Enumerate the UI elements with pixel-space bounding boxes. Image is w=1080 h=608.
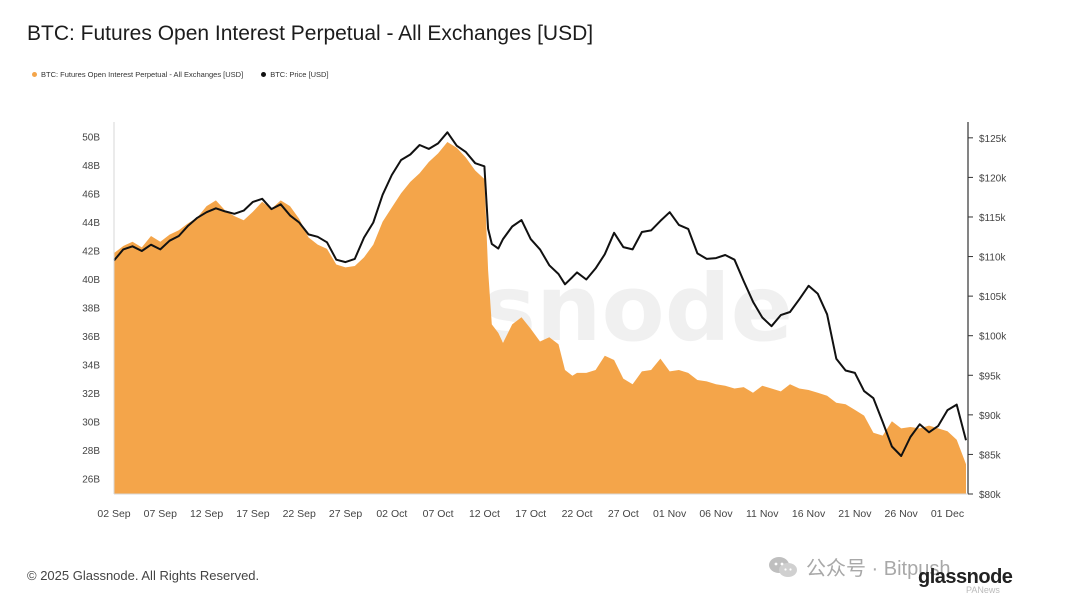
x-tick-label: 21 Nov	[838, 508, 872, 520]
y-left-tick-label: 36B	[82, 332, 100, 343]
wechat-icon	[769, 556, 797, 577]
x-tick-label: 26 Nov	[885, 508, 919, 520]
y-left-tick-label: 26B	[82, 474, 100, 485]
y-left-tick-label: 48B	[82, 161, 100, 172]
x-tick-label: 17 Sep	[236, 508, 269, 520]
y-left-tick-label: 38B	[82, 303, 100, 314]
pandews-logo: PANews	[966, 585, 1000, 595]
x-tick-label: 01 Nov	[653, 508, 687, 520]
y-right-tick-label: $95k	[979, 371, 1002, 382]
y-left-tick-label: 32B	[82, 389, 100, 400]
legend-label-open-interest: BTC: Futures Open Interest Perpetual - A…	[41, 69, 244, 79]
legend-item-price[interactable]: BTC: Price [USD]	[261, 69, 329, 79]
x-tick-label: 12 Oct	[469, 508, 500, 520]
glassnode-logo: glassnode	[918, 566, 1013, 588]
x-tick-label: 22 Oct	[562, 508, 593, 520]
x-tick-label: 02 Sep	[97, 508, 130, 520]
x-tick-label: 12 Sep	[190, 508, 223, 520]
y-left-tick-label: 44B	[82, 218, 100, 229]
y-right-tick-label: $105k	[979, 292, 1007, 303]
x-tick-label: 01 Dec	[931, 508, 964, 520]
x-tick-label: 27 Sep	[329, 508, 362, 520]
y-right-tick-label: $90k	[979, 411, 1002, 422]
y-right-tick-label: $80k	[979, 490, 1002, 501]
legend-swatch-open-interest	[32, 71, 37, 77]
copyright-text: © 2025 Glassnode. All Rights Reserved.	[27, 568, 260, 583]
x-tick-label: 02 Oct	[376, 508, 407, 520]
y-right-tick-label: $100k	[979, 332, 1007, 343]
y-left-tick-label: 28B	[82, 446, 100, 457]
y-left-tick-label: 46B	[82, 189, 100, 200]
x-tick-label: 11 Nov	[746, 508, 779, 520]
legend-swatch-price	[261, 71, 267, 77]
legend-item-open-interest[interactable]: BTC: Futures Open Interest Perpetual - A…	[32, 70, 243, 79]
x-tick-label: 07 Sep	[144, 508, 177, 520]
x-tick-label: 27 Oct	[608, 508, 639, 520]
open-interest-area	[114, 142, 966, 494]
x-tick-label: 16 Nov	[792, 508, 826, 520]
y-right-tick-label: $85k	[979, 450, 1002, 461]
price-line	[113, 131, 967, 457]
y-right-tick-label: $110k	[979, 253, 1007, 264]
x-tick-label: 07 Oct	[423, 508, 454, 520]
y-right-tick-label: $120k	[979, 173, 1007, 184]
x-tick-label: 06 Nov	[699, 508, 733, 520]
y-left-tick-label: 50B	[82, 132, 100, 143]
wechat-label: 公众号 · Bitpush	[806, 558, 951, 580]
x-tick-label: 17 Oct	[515, 508, 546, 520]
y-right-tick-label: $115k	[979, 213, 1007, 224]
chart-title: BTC: Futures Open Interest Perpetual - A…	[27, 22, 594, 45]
y-left-tick-label: 42B	[82, 246, 100, 257]
y-left-tick-label: 30B	[82, 417, 100, 428]
wechat-watermark: 公众号 · Bitpush	[768, 552, 950, 581]
x-tick-label: 22 Sep	[283, 508, 316, 520]
y-right-tick-label: $125k	[979, 134, 1007, 145]
chart-legend: BTC: Futures Open Interest Perpetual - A…	[32, 68, 329, 80]
legend-label-price: BTC: Price [USD]	[270, 69, 329, 79]
y-left-tick-label: 34B	[82, 360, 100, 371]
y-left-tick-label: 40B	[82, 275, 100, 286]
